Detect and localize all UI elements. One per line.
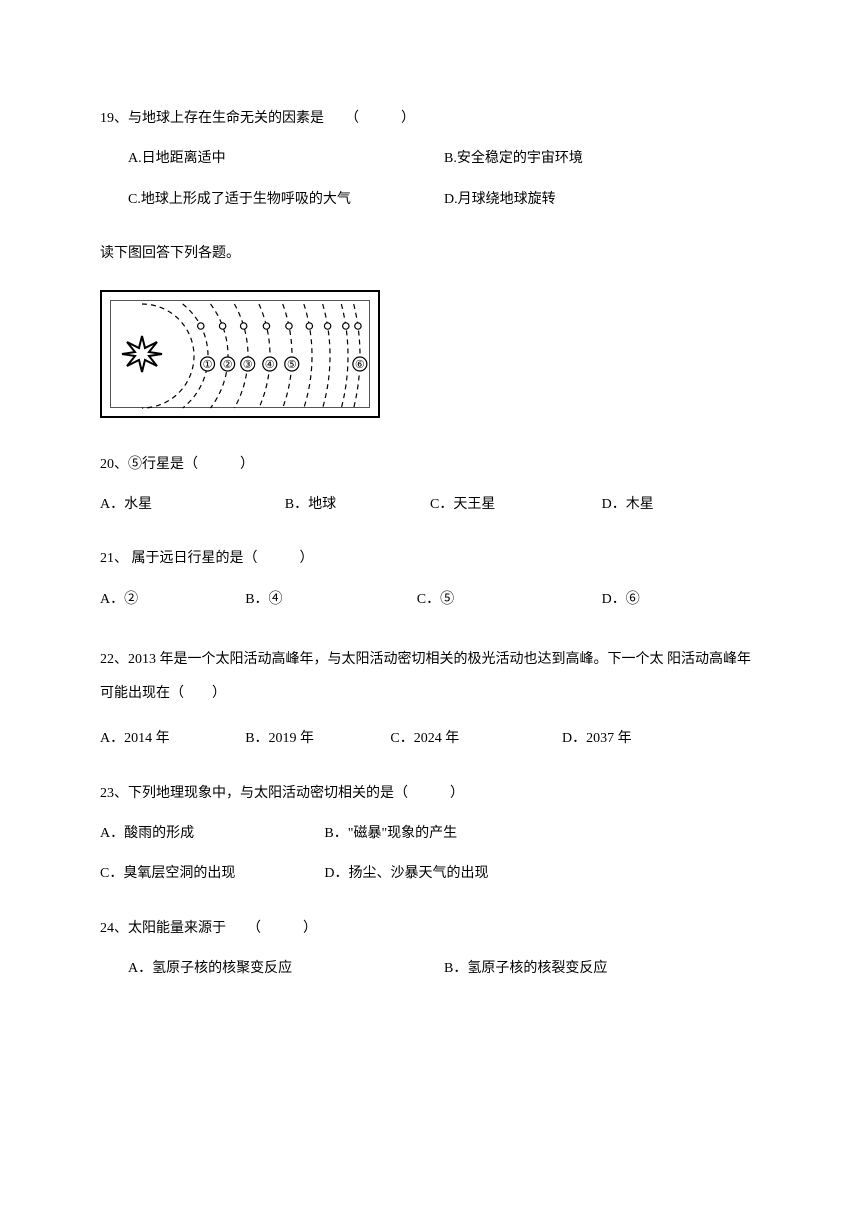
q24-options: A．氢原子核的核聚变反应 B．氢原子核的核裂变反应 [100, 958, 760, 980]
q23-options-row1: A．酸雨的形成 B．"磁暴"现象的产生 [100, 823, 760, 845]
q20-option-a: A．水星 [100, 494, 285, 516]
svg-text:②: ② [223, 359, 233, 371]
q22-options: A．2014 年 B．2019 年 C．2024 年 D．2037 年 [100, 728, 760, 750]
sun-icon [120, 332, 164, 376]
question-20: 20、⑤行星是（ ） A．水星 B．地球 C．天王星 D．木星 [100, 454, 760, 517]
question-21: 21、 属于远日行星的是（ ） A．② B．④ C．⑤ D．⑥ [100, 548, 760, 611]
q23-option-d: D．扬尘、沙暴天气的出现 [324, 863, 760, 885]
question-24: 24、太阳能量来源于 （ ） A．氢原子核的核聚变反应 B．氢原子核的核裂变反应 [100, 918, 760, 981]
svg-text:⑤: ⑤ [287, 359, 297, 371]
question-19: 19、与地球上存在生命无关的因素是 （ ） A.日地距离适中 B.安全稳定的宇宙… [100, 108, 760, 211]
q22-option-b: B．2019 年 [245, 728, 390, 750]
q21-option-a: A．② [100, 589, 245, 611]
q23-option-c: C．臭氧层空洞的出现 [100, 863, 324, 885]
q19-options: A.日地距离适中 B.安全稳定的宇宙环境 C.地球上形成了适于生物呼吸的大气 D… [100, 148, 760, 211]
q21-option-c: C．⑤ [417, 589, 602, 611]
q24-option-b: B．氢原子核的核裂变反应 [444, 958, 760, 980]
q21-option-d: D．⑥ [602, 589, 760, 611]
q20-option-b: B．地球 [285, 494, 430, 516]
q19-option-a: A.日地距离适中 [128, 148, 444, 170]
q20-option-d: D．木星 [602, 494, 760, 516]
q22-prompt: 22、2013 年是一个太阳活动高峰年，与太阳活动密切相关的极光活动也达到高峰。… [100, 643, 760, 710]
q19-option-c: C.地球上形成了适于生物呼吸的大气 [128, 189, 444, 211]
q23-options-row2: C．臭氧层空洞的出现 D．扬尘、沙暴天气的出现 [100, 863, 760, 885]
q22-option-a: A．2014 年 [100, 728, 245, 750]
q24-prompt: 24、太阳能量来源于 （ ） [100, 918, 760, 940]
q19-prompt: 19、与地球上存在生命无关的因素是 （ ） [100, 108, 760, 130]
svg-text:⑥: ⑥ [355, 359, 365, 371]
svg-text:③: ③ [243, 359, 253, 371]
q19-option-b: B.安全稳定的宇宙环境 [444, 148, 760, 170]
solar-system-diagram: ①②③④⑤ ⑥ [100, 290, 380, 418]
q23-option-a: A．酸雨的形成 [100, 823, 324, 845]
q23-option-b: B．"磁暴"现象的产生 [324, 823, 760, 845]
q22-option-c: C．2024 年 [390, 728, 562, 750]
q21-options: A．② B．④ C．⑤ D．⑥ [100, 589, 760, 611]
q20-option-c: C．天王星 [430, 494, 602, 516]
q21-option-b: B．④ [245, 589, 417, 611]
question-22: 22、2013 年是一个太阳活动高峰年，与太阳活动密切相关的极光活动也达到高峰。… [100, 643, 760, 751]
q23-prompt: 23、下列地理现象中，与太阳活动密切相关的是（ ） [100, 783, 760, 805]
svg-text:④: ④ [265, 359, 275, 371]
q20-prompt: 20、⑤行星是（ ） [100, 454, 760, 476]
q24-option-a: A．氢原子核的核聚变反应 [128, 958, 444, 980]
question-23: 23、下列地理现象中，与太阳活动密切相关的是（ ） A．酸雨的形成 B．"磁暴"… [100, 783, 760, 886]
svg-text:①: ① [203, 359, 213, 371]
diagram-instruction: 读下图回答下列各题。 [100, 243, 760, 265]
q21-prompt: 21、 属于远日行星的是（ ） [100, 548, 760, 570]
q19-option-d: D.月球绕地球旋转 [444, 189, 760, 211]
q20-options: A．水星 B．地球 C．天王星 D．木星 [100, 494, 760, 516]
q22-option-d: D．2037 年 [562, 728, 760, 750]
